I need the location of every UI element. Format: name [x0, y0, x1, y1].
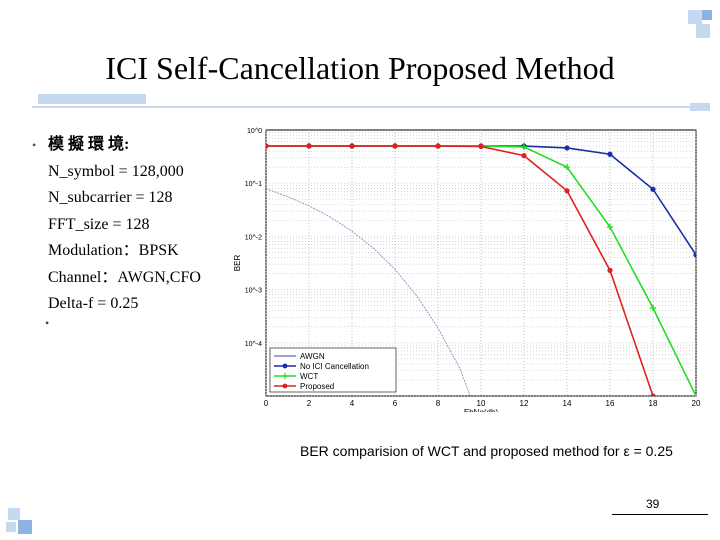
legend-label: No ICI Cancellation [300, 362, 369, 371]
legend-marker [282, 373, 288, 379]
simulation-settings: • 模 擬 環 境: N_symbol = 128,000 N_subcarri… [32, 132, 201, 318]
x-tick-label: 10 [477, 399, 486, 408]
legend-label: Proposed [300, 382, 334, 391]
setting-fft-size: FFT_size = 128 [48, 215, 150, 233]
decor-square [688, 10, 702, 24]
series-line [266, 188, 471, 396]
ber-chart: 0 2 4 6 8 10 12 14 16 18 20 10^0 10^-1 10^-2 10^-3 10^-… [233, 128, 701, 412]
data-point [693, 252, 696, 258]
y-tick-label: 10^-1 [245, 181, 262, 188]
x-tick-label: 8 [436, 399, 441, 408]
y-tick-label: 10^-2 [245, 234, 262, 241]
x-tick-label: 0 [264, 399, 269, 408]
title-accent-bar [38, 94, 146, 104]
page-number: 39 [646, 497, 660, 511]
data-point [306, 143, 312, 149]
data-point [392, 143, 398, 149]
x-tick-label: 20 [692, 399, 701, 408]
empty-bullet: • [45, 316, 50, 330]
data-point [607, 224, 613, 231]
setting-delta-f: Delta-f = 0.25 [48, 295, 139, 312]
y-axis-label: BER [233, 255, 242, 272]
bullet-dot: • [32, 138, 37, 152]
data-point [266, 143, 269, 149]
data-point [564, 164, 570, 171]
y-tick-label: 10^-4 [245, 341, 262, 348]
bullet-heading: 模 擬 環 境: [48, 136, 130, 153]
title-accent-bar-right [690, 103, 710, 111]
x-tick-label: 14 [563, 399, 572, 408]
x-tick-label: 18 [649, 399, 658, 408]
x-tick-label: 16 [606, 399, 615, 408]
data-point [607, 267, 613, 273]
setting-channel: Channel：AWGN,CFO [48, 268, 201, 286]
x-tick-label: 6 [393, 399, 398, 408]
data-point [650, 305, 656, 312]
page-number-underline [612, 514, 708, 515]
series-proposed [266, 143, 656, 396]
decor-square [696, 24, 710, 38]
legend-marker [282, 383, 288, 389]
legend-marker [282, 363, 288, 369]
series-awgn [266, 188, 471, 396]
data-point [564, 145, 570, 151]
decor-square [8, 508, 20, 520]
legend-label: AWGN [300, 352, 325, 361]
x-tick-label: 12 [520, 399, 529, 408]
data-point [650, 186, 656, 192]
y-tick-label: 10^0 [247, 128, 262, 135]
decor-square [6, 522, 16, 532]
data-point [564, 188, 570, 194]
decor-square [18, 520, 32, 534]
legend-label: WCT [300, 372, 318, 381]
x-tick-label: 4 [350, 399, 355, 408]
data-point [521, 153, 527, 159]
title-divider [32, 106, 708, 108]
slide-title: ICI Self-Cancellation Proposed Method [105, 50, 615, 86]
data-point [349, 143, 355, 149]
data-point [607, 151, 613, 157]
data-point [650, 393, 656, 396]
setting-subcarrier: N_subcarrier = 128 [48, 189, 173, 206]
data-point [521, 143, 527, 150]
decor-square [702, 10, 712, 20]
setting-modulation: Modulation：BPSK [48, 242, 179, 259]
data-point [435, 143, 441, 149]
setting-symbol: N_symbol = 128,000 [48, 162, 184, 180]
x-tick-label: 2 [307, 399, 312, 408]
data-point [478, 143, 484, 150]
y-tick-label: 10^-3 [245, 288, 262, 295]
figure-caption: BER comparision of WCT and proposed meth… [300, 443, 673, 459]
x-axis-label: EbNo(db) [464, 408, 499, 412]
